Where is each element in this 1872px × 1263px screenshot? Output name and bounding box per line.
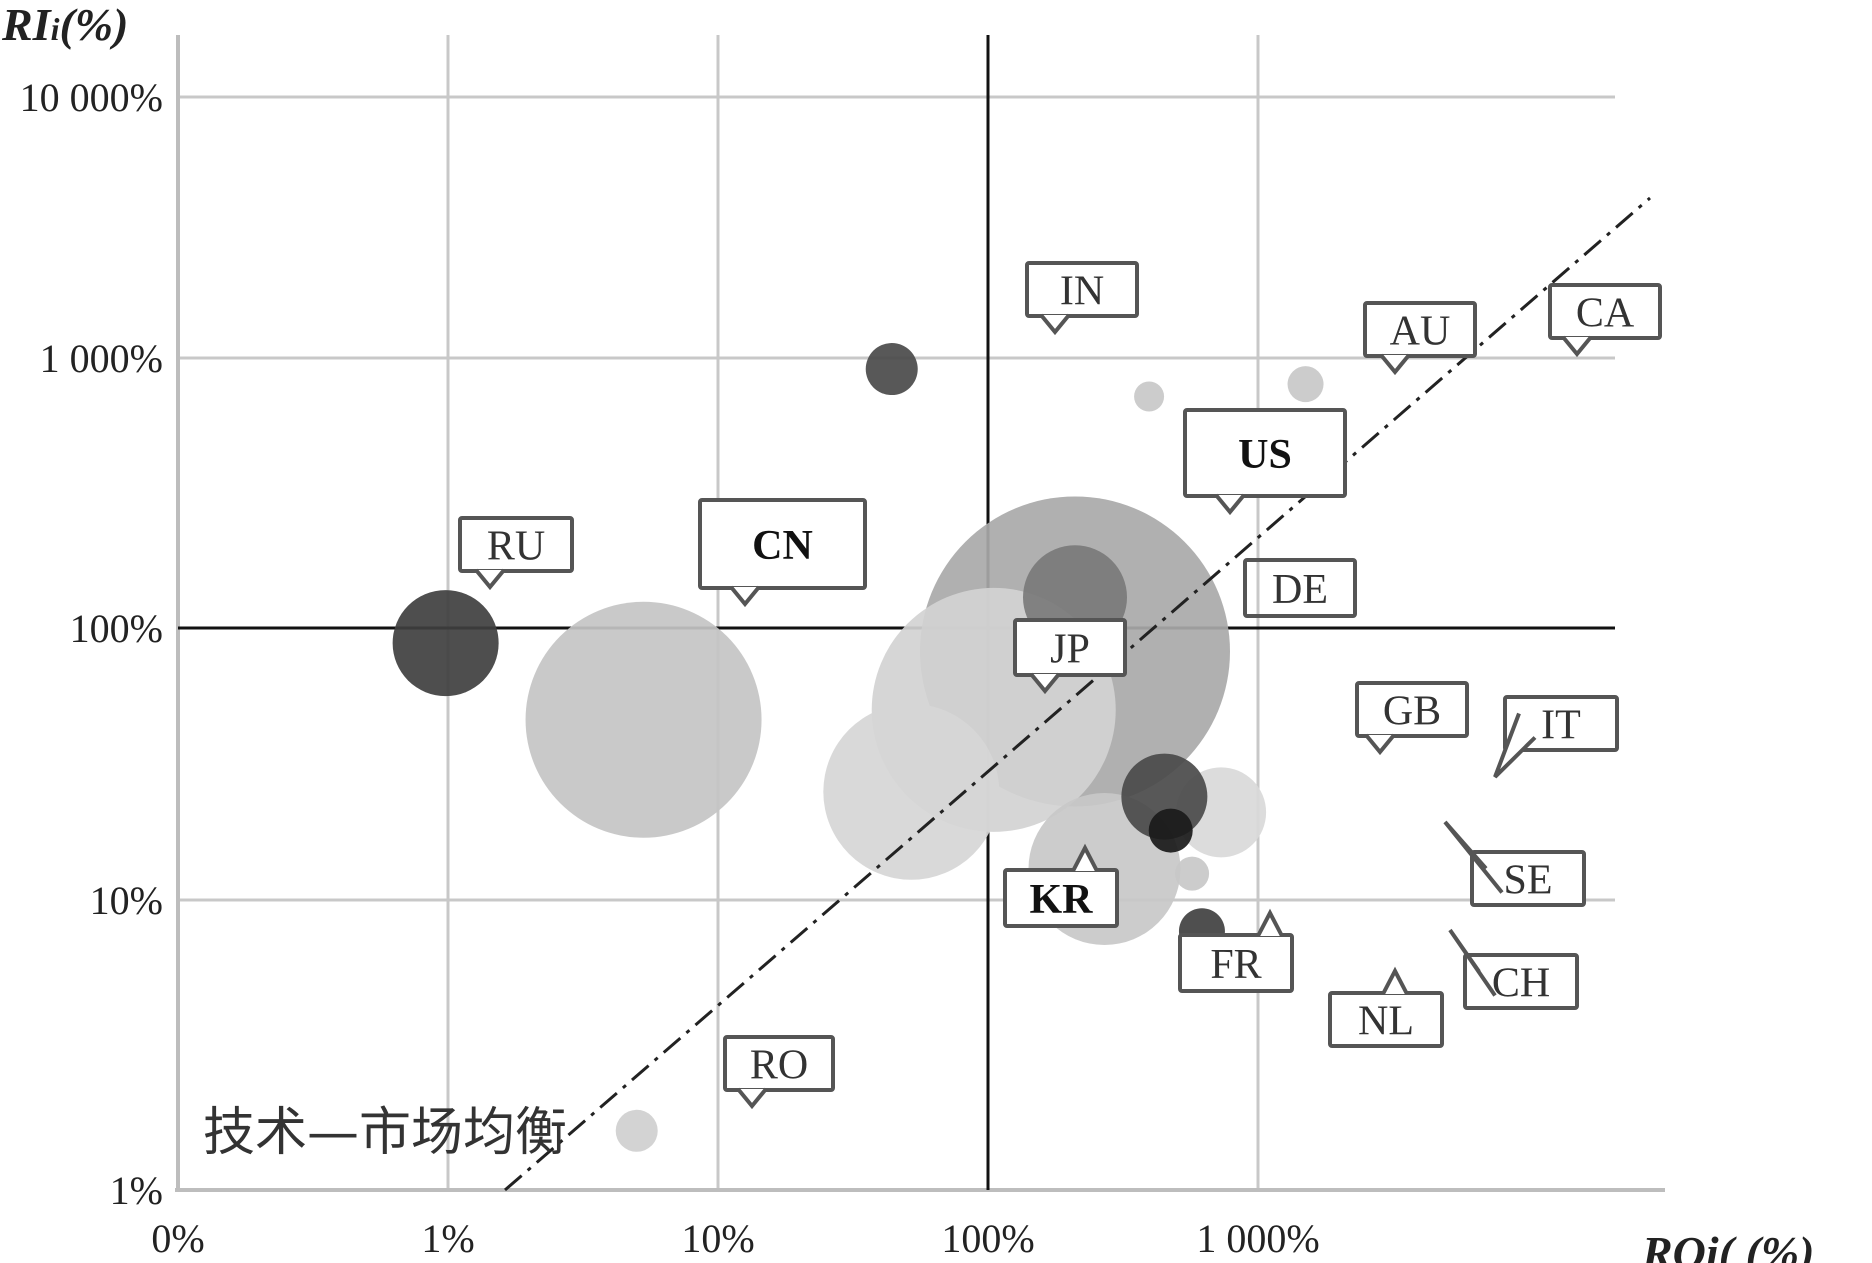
- callout-box: [1243, 558, 1357, 618]
- callout-pointer: [1448, 928, 1497, 997]
- callout-box: [723, 1035, 835, 1092]
- callout-pointer: [1214, 493, 1246, 516]
- point-label-jp: JP: [1050, 627, 1090, 673]
- callout-in: IN: [1025, 261, 1139, 336]
- y-tick-label: 1%: [110, 1168, 163, 1213]
- point-label-ch: CH: [1492, 961, 1550, 1007]
- callout-de: DE: [1243, 558, 1357, 618]
- point-label-us: US: [1238, 432, 1292, 478]
- callout-pointer: [1029, 672, 1061, 695]
- axes: [175, 35, 1665, 1192]
- diagonal-annotation: 技术—市场均衡: [203, 1103, 567, 1163]
- tick-labels: 0% 1% 10% 100% 1 000%1%10%100%1 000%10 000%: [20, 75, 1320, 1261]
- point-label-se: SE: [1503, 858, 1552, 904]
- callout-pointer: [1039, 313, 1071, 336]
- point-label-ru: RU: [487, 524, 545, 570]
- point-label-au: AU: [1390, 309, 1451, 355]
- y-axis-title-sub: i: [51, 11, 60, 47]
- bubble-ro: [615, 1109, 658, 1152]
- bubble-in: [865, 343, 918, 396]
- callout-fr: FR: [1178, 908, 1294, 993]
- callouts: US CN JP KR DE FR RU GB IT SE NL CH IN AU CA RO: [458, 261, 1662, 1110]
- y-tick-label: 10%: [90, 878, 163, 923]
- bubble-au: [1134, 381, 1165, 412]
- point-label-de: DE: [1272, 567, 1328, 613]
- callout-box: [1178, 933, 1294, 993]
- callout-pointer: [1561, 335, 1593, 358]
- callout-box: [1013, 618, 1127, 677]
- callout-au: AU: [1363, 301, 1477, 376]
- point-label-in: IN: [1060, 269, 1104, 315]
- callout-pointer: [1493, 712, 1537, 779]
- bubble-cn: [525, 601, 762, 838]
- callout-pointer: [1443, 820, 1504, 894]
- x-tick-label: 10%: [681, 1216, 754, 1261]
- x-tick-label: 1 000%: [1196, 1216, 1319, 1261]
- callout-gb: GB: [1355, 681, 1469, 756]
- callout-nl: NL: [1328, 966, 1444, 1048]
- equilibrium-line: [504, 196, 1651, 1192]
- callout-ro: RO: [723, 1035, 835, 1110]
- callout-pointer: [1381, 966, 1409, 995]
- callout-box: [1183, 408, 1347, 498]
- bubble-kr: [823, 703, 1000, 880]
- callout-cn: CN: [698, 498, 867, 608]
- callout-ch: CH: [1448, 928, 1579, 1010]
- callout-us: US: [1183, 408, 1347, 516]
- callout-jp: JP: [1013, 618, 1127, 695]
- bubble-se: [1148, 808, 1193, 853]
- point-label-nl: NL: [1358, 999, 1414, 1045]
- point-label-ro: RO: [750, 1043, 808, 1089]
- callout-box: [458, 516, 574, 573]
- bubble-ca: [1287, 366, 1324, 403]
- y-axis-title-suffix: (%): [59, 0, 128, 50]
- callout-box: [1355, 681, 1469, 738]
- y-tick-label: 1 000%: [40, 336, 163, 381]
- x-tick-label: 100%: [941, 1216, 1034, 1261]
- point-label-kr: KR: [1030, 877, 1094, 923]
- bubble-nl: [1175, 856, 1210, 891]
- callout-ru: RU: [458, 516, 574, 591]
- callout-pointer: [1256, 908, 1284, 937]
- callout-pointer: [1379, 353, 1411, 376]
- callout-ca: CA: [1548, 283, 1662, 358]
- callout-box: [1003, 868, 1119, 928]
- y-axis-title-main: RI: [1, 0, 53, 50]
- equilibrium-diagonal: [504, 196, 1651, 1192]
- y-tick-label: 100%: [70, 606, 163, 651]
- callout-pointer: [1071, 843, 1099, 872]
- callout-it: IT: [1493, 695, 1619, 779]
- callout-pointer: [736, 1087, 768, 1110]
- point-label-ca: CA: [1576, 291, 1635, 337]
- callout-pointer: [729, 585, 761, 608]
- callout-pointer: [1364, 733, 1396, 756]
- callout-box: [1363, 301, 1477, 358]
- x-tick-label: 0%: [151, 1216, 204, 1261]
- bubble-ru: [392, 590, 499, 697]
- callout-box: [1548, 283, 1662, 340]
- callout-box: [698, 498, 867, 590]
- point-label-cn: CN: [752, 523, 813, 569]
- callout-box: [1025, 261, 1139, 318]
- point-label-it: IT: [1541, 703, 1581, 749]
- x-tick-label: 1%: [421, 1216, 474, 1261]
- x-axis-title: ROi( (%): [1641, 1227, 1814, 1263]
- callout-se: SE: [1443, 820, 1586, 907]
- bubbles: [392, 343, 1324, 1152]
- y-tick-label: 10 000%: [20, 75, 163, 120]
- y-axis-title: RIi(%): [1, 0, 128, 50]
- callout-kr: KR: [1003, 843, 1119, 928]
- point-label-gb: GB: [1383, 689, 1441, 735]
- callout-pointer: [474, 568, 506, 591]
- point-label-fr: FR: [1210, 942, 1261, 988]
